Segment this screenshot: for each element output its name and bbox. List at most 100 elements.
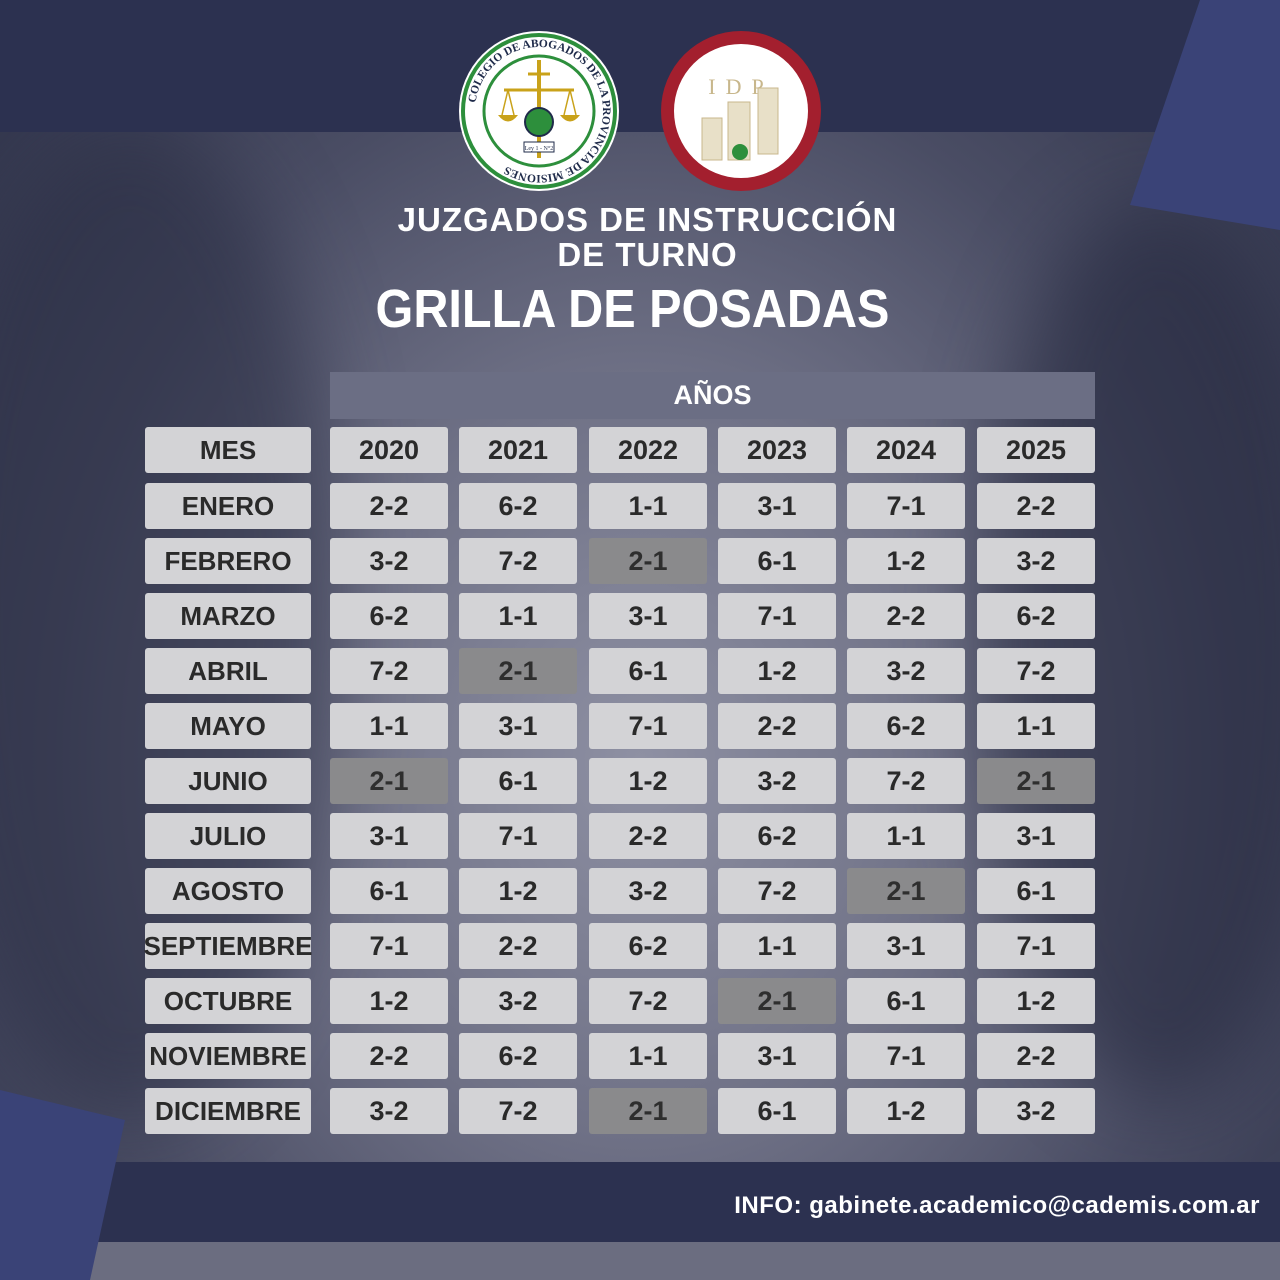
turn-cell-highlighted: 2-1 (589, 538, 707, 584)
turn-cell: 3-2 (977, 1088, 1095, 1134)
turn-cell: 6-1 (977, 868, 1095, 914)
idp-letters: IDP (708, 74, 773, 99)
turn-cell: 1-1 (589, 483, 707, 529)
turn-cell: 1-2 (847, 1088, 965, 1134)
turn-cell: 7-1 (589, 703, 707, 749)
turn-cell: 2-2 (977, 483, 1095, 529)
turn-cell: 7-1 (847, 483, 965, 529)
year-column-header: 2023 (718, 427, 836, 473)
decorative-triangle-left (0, 1090, 125, 1280)
turn-cell: 6-1 (459, 758, 577, 804)
turn-cell: 6-1 (718, 1088, 836, 1134)
turn-cell: 7-1 (847, 1033, 965, 1079)
turn-cell-highlighted: 2-1 (718, 978, 836, 1024)
turn-cell: 3-1 (718, 1033, 836, 1079)
turn-cell: 6-2 (977, 593, 1095, 639)
month-label: ABRIL (145, 648, 311, 694)
turn-cell: 3-2 (589, 868, 707, 914)
turn-cell-highlighted: 2-1 (977, 758, 1095, 804)
year-column-header: 2021 (459, 427, 577, 473)
month-label: AGOSTO (145, 868, 311, 914)
turn-cell: 3-1 (589, 593, 707, 639)
year-column-header: 2024 (847, 427, 965, 473)
turn-cell: 1-1 (589, 1033, 707, 1079)
turn-cell: 2-2 (589, 813, 707, 859)
turn-cell: 7-1 (330, 923, 448, 969)
turn-cell: 2-2 (330, 483, 448, 529)
turn-cell-highlighted: 2-1 (589, 1088, 707, 1134)
turn-cell: 6-2 (330, 593, 448, 639)
year-column-header: 2020 (330, 427, 448, 473)
turn-cell: 7-2 (330, 648, 448, 694)
turn-cell: 7-1 (977, 923, 1095, 969)
turn-cell: 3-1 (459, 703, 577, 749)
month-label: DICIEMBRE (145, 1088, 311, 1134)
turn-cell: 3-2 (977, 538, 1095, 584)
turn-cell-highlighted: 2-1 (847, 868, 965, 914)
turn-cell: 7-2 (718, 868, 836, 914)
turn-cell: 2-2 (718, 703, 836, 749)
turn-cell: 7-2 (459, 538, 577, 584)
turn-cell: 6-2 (459, 1033, 577, 1079)
turn-cell: 1-1 (718, 923, 836, 969)
turn-cell: 6-2 (459, 483, 577, 529)
turn-cell: 2-2 (847, 593, 965, 639)
turn-cell-highlighted: 2-1 (459, 648, 577, 694)
turn-cell: 3-1 (330, 813, 448, 859)
instituto-derecho-penal-seal: INSTITUTO DE DERECHO PENAL IDP (660, 30, 821, 191)
month-label: MARZO (145, 593, 311, 639)
turn-cell: 7-2 (459, 1088, 577, 1134)
turn-cell: 6-2 (847, 703, 965, 749)
month-label: OCTUBRE (145, 978, 311, 1024)
year-column-header: 2022 (589, 427, 707, 473)
turn-cell: 3-1 (977, 813, 1095, 859)
turn-cell: 3-2 (459, 978, 577, 1024)
turn-cell: 1-2 (459, 868, 577, 914)
top-band (0, 0, 1280, 132)
turn-cell: 7-2 (589, 978, 707, 1024)
years-header: AÑOS (330, 372, 1095, 419)
colegio-seal-motto: Ley 1 - N°2 (525, 145, 554, 152)
month-label: ENERO (145, 483, 311, 529)
month-label: SEPTIEMBRE (143, 923, 313, 969)
turn-cell: 6-1 (847, 978, 965, 1024)
turn-cell: 3-2 (330, 538, 448, 584)
turn-cell: 6-1 (718, 538, 836, 584)
page-title: GRILLA DE POSADAS (375, 279, 890, 339)
turn-cell: 7-1 (459, 813, 577, 859)
subtitle-line-2: DE TURNO (557, 236, 738, 273)
turn-cell: 7-2 (977, 648, 1095, 694)
turn-cell: 3-2 (718, 758, 836, 804)
turn-cell: 1-1 (459, 593, 577, 639)
turn-cell: 1-2 (589, 758, 707, 804)
turn-cell: 1-2 (847, 538, 965, 584)
turn-cell: 2-2 (330, 1033, 448, 1079)
footer-info: INFO: gabinete.academico@cademis.com.ar (734, 1192, 1260, 1219)
turn-cell: 3-2 (847, 648, 965, 694)
turn-cell: 1-2 (330, 978, 448, 1024)
turn-cell: 1-2 (718, 648, 836, 694)
month-column-header: MES (145, 427, 311, 473)
turn-cell: 3-1 (718, 483, 836, 529)
month-label: FEBRERO (145, 538, 311, 584)
subtitle-line-1: JUZGADOS DE INSTRUCCIÓN (397, 201, 898, 238)
turn-cell: 6-1 (589, 648, 707, 694)
turn-cell: 7-1 (718, 593, 836, 639)
month-label: NOVIEMBRE (145, 1033, 311, 1079)
turn-cell: 6-2 (589, 923, 707, 969)
bottom-band (0, 1162, 1280, 1242)
turn-cell: 6-2 (718, 813, 836, 859)
bottom-strip (0, 1242, 1280, 1280)
month-label: JUNIO (145, 758, 311, 804)
turn-cell: 1-1 (977, 703, 1095, 749)
turn-cell: 2-2 (459, 923, 577, 969)
turn-cell: 3-1 (847, 923, 965, 969)
turn-cell: 2-2 (977, 1033, 1095, 1079)
year-column-header: 2025 (977, 427, 1095, 473)
turn-cell: 1-2 (977, 978, 1095, 1024)
turn-cell: 1-1 (330, 703, 448, 749)
colegio-abogados-seal: COLEGIO DE ABOGADOS DE LA PROVINCIA DE M… (459, 31, 619, 191)
turn-cell: 7-2 (847, 758, 965, 804)
turn-cell: 1-1 (847, 813, 965, 859)
month-label: JULIO (145, 813, 311, 859)
